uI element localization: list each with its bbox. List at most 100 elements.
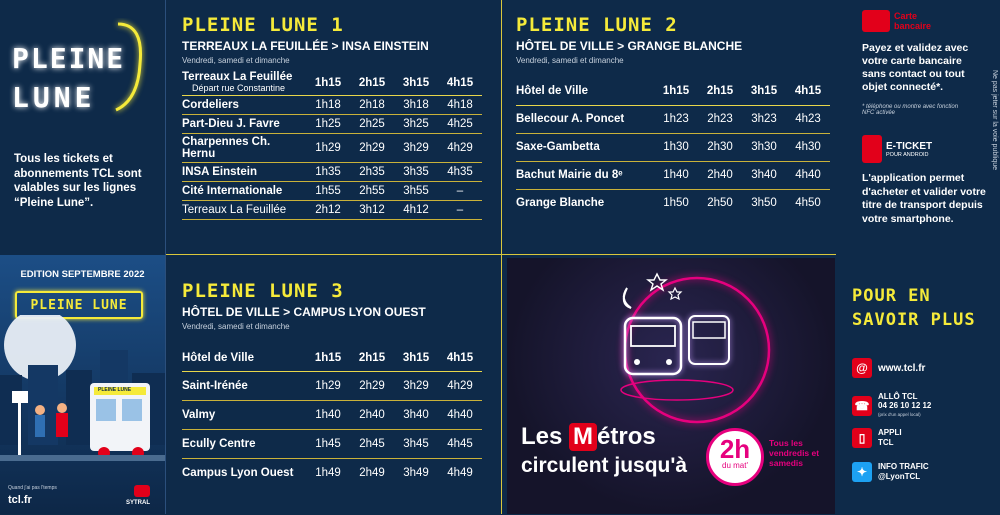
line2-header-row: Hôtel de Ville 1h15 2h15 3h15 4h15 — [516, 77, 830, 106]
line2-dep-2: 2h15 — [698, 77, 742, 106]
allo-tcl[interactable]: ☎ ALLÔ TCL 04 26 10 12 12 (prix d'un app… — [852, 392, 931, 419]
allo-label: ALLÔ TCL — [878, 392, 918, 401]
line3-header-row: Hôtel de Ville 1h15 2h15 3h15 4h15 — [182, 345, 482, 372]
promo-line2: circulent jusqu'à — [521, 454, 688, 477]
web-url: www.tcl.fr — [878, 362, 926, 374]
table-row: Part-Dieu J. Favre 1h25 2h25 3h25 4h25 — [182, 114, 482, 134]
line3-route: HÔTEL DE VILLE > CAMPUS LYON OUEST — [182, 305, 426, 319]
night-scene-illustration — [0, 315, 165, 461]
line2-dep-1: 1h15 — [654, 77, 698, 106]
line1-dep-4: 4h15 — [438, 71, 482, 96]
line2-route: HÔTEL DE VILLE > GRANGE BLANCHE — [516, 39, 743, 53]
tcl-card-logo — [862, 10, 890, 32]
line3-dep-1: 1h15 — [306, 345, 350, 372]
eticket-sub: POUR ANDROID — [886, 151, 929, 158]
line2-title: PLEINE LUNE 2 — [516, 14, 678, 36]
table-row: Grange Blanche 1h50 2h50 3h50 4h50 — [516, 197, 821, 210]
bus-sign-text: PLEINE LUNE — [98, 387, 132, 393]
table-row: Terreaux La Feuillée 2h12 3h12 4h12– — [182, 200, 482, 220]
line3-dep-3: 3h15 — [394, 345, 438, 372]
line2-panel: PLEINE LUNE 2 HÔTEL DE VILLE > GRANGE BL… — [516, 14, 831, 217]
phone-icon — [862, 135, 882, 163]
payment-panel: Carte bancaire Payez et validez avec vot… — [838, 0, 986, 254]
line3-first-stop: Hôtel de Ville — [182, 345, 306, 372]
promo-les: Les — [521, 423, 563, 450]
card-text: Payez et validez avec votre carte bancai… — [862, 42, 969, 93]
brand-panel: PLEINE LUNE Tous les tickets et abonneme… — [0, 0, 165, 253]
tcl-site[interactable]: tcl.fr — [8, 494, 32, 506]
appli-label: APPLI — [878, 428, 902, 437]
line1-dep-1: 1h15 — [306, 71, 350, 96]
crescent-moon-icon — [115, 22, 143, 112]
twitter-label: INFO TRAFIC — [878, 462, 929, 471]
side-note: Ne pas jeter sur la voie publique — [991, 70, 998, 171]
telephone-icon: ☎ — [852, 395, 872, 416]
eticket-badge: E-TICKET POUR ANDROID — [862, 135, 932, 163]
table-row: Ecully Centre 1h45 2h45 3h45 4h45 — [182, 429, 482, 459]
promo-etros: étros — [597, 423, 656, 450]
table-row: Bachut Mairie du 8ᵉ 1h40 2h40 3h40 4h40 — [516, 161, 830, 190]
divider-middle — [501, 0, 502, 514]
sign-text: PLEINE LUNE — [30, 297, 128, 313]
line1-dep-3: 3h15 — [394, 71, 438, 96]
line3-dep-4: 4h15 — [438, 345, 482, 372]
table-row: Valmy 1h40 2h40 3h40 4h40 — [182, 400, 482, 430]
table-row: Cité Internationale 1h55 2h55 3h55– — [182, 181, 482, 201]
promo-hour-sub: du mat' — [722, 461, 748, 470]
pleine-lune-sign: PLEINE LUNE — [15, 291, 143, 319]
edition-panel: EDITION SEPTEMBRE 2022 PLEINE LUNE PLEIN… — [0, 255, 165, 514]
web-link[interactable]: @ www.tcl.fr — [852, 358, 925, 378]
info-panel: POUR EN SAVOIR PLUS @ www.tcl.fr ☎ ALLÔ … — [838, 258, 988, 514]
table-row: Charpennes Ch. Hernu 1h29 2h29 3h29 4h29 — [182, 133, 482, 163]
table-row: Cordeliers 1h18 2h18 3h18 4h18 — [182, 95, 482, 115]
line2-dep-4: 4h15 — [786, 77, 830, 106]
promo-side: Tous les vendredis et samedis — [769, 438, 820, 468]
line2-days: Vendredi, samedi et dimanche — [516, 56, 624, 65]
promo-hour-badge: 2h du mat' — [706, 428, 764, 486]
line1-route: TERREAUX LA FEUILLÉE > INSA EINSTEIN — [182, 39, 429, 53]
table-row: Saxe-Gambetta 1h30 2h30 3h30 4h30 — [516, 133, 830, 162]
eticket-text: L'application permet d'acheter et valide… — [862, 172, 986, 225]
line1-panel: PLEINE LUNE 1 TERREAUX LA FEUILLÉE > INS… — [182, 14, 487, 220]
line2-first-stop: Hôtel de Ville — [516, 77, 654, 106]
card-badge: Carte bancaire — [862, 10, 934, 32]
line2-timetable: Hôtel de Ville 1h15 2h15 3h15 4h15 Belle… — [516, 77, 830, 217]
at-icon: @ — [852, 358, 872, 378]
info-title-2: SAVOIR PLUS — [852, 310, 976, 330]
twitter-info[interactable]: ✦ INFO TRAFIC @LyonTCL — [852, 462, 929, 482]
promo-hour: 2h — [719, 434, 751, 464]
line3-timetable: Hôtel de Ville 1h15 2h15 3h15 4h15 Saint… — [182, 345, 482, 487]
line3-days: Vendredi, samedi et dimanche — [182, 322, 290, 331]
tcl-logo — [134, 485, 150, 497]
smartphone-icon: ▯ — [852, 428, 872, 448]
line2-dep-3: 3h15 — [742, 77, 786, 106]
twitter-handle: @LyonTCL — [878, 472, 921, 481]
card-note: * téléphone ou montre avec fonction NFC … — [862, 104, 959, 116]
appli-sub: TCL — [878, 438, 894, 447]
line1-first-stop: Terreaux La Feuillée Départ rue Constant… — [182, 71, 306, 96]
info-title-1: POUR EN — [852, 286, 931, 306]
table-row: Campus Lyon Ouest 1h49 2h49 3h49 4h49 — [182, 466, 473, 479]
line1-days: Vendredi, samedi et dimanche — [182, 56, 290, 65]
pleine-lune-logo: PLEINE LUNE — [12, 42, 125, 114]
logo-line1: PLEINE — [12, 42, 126, 75]
twitter-icon: ✦ — [852, 462, 872, 482]
line1-timetable: Terreaux La Feuillée Départ rue Constant… — [182, 71, 482, 220]
neon-bus-illustration — [620, 272, 771, 424]
appli-tcl[interactable]: ▯ APPLI TCL — [852, 428, 902, 448]
divider-horizontal — [166, 254, 836, 255]
allo-note: (prix d'un appel local) — [878, 412, 921, 417]
line3-dep-2: 2h15 — [350, 345, 394, 372]
table-row: Bellecour A. Poncet 1h23 2h23 3h23 4h23 — [516, 105, 830, 134]
footer-small: Quand j'ai pas l'temps — [8, 485, 57, 491]
allo-number: 04 26 10 12 12 — [878, 401, 932, 410]
line3-title: PLEINE LUNE 3 — [182, 280, 344, 302]
card-label: Carte bancaire — [894, 11, 932, 31]
line3-panel: PLEINE LUNE 3 HÔTEL DE VILLE > CAMPUS LY… — [182, 280, 487, 487]
divider-left — [165, 0, 166, 514]
logo-line2: LUNE — [12, 81, 96, 114]
table-row: Saint-Irénée 1h29 2h29 3h29 4h29 — [182, 371, 482, 401]
table-row: INSA Einstein 1h35 2h35 3h35 4h35 — [182, 162, 482, 182]
